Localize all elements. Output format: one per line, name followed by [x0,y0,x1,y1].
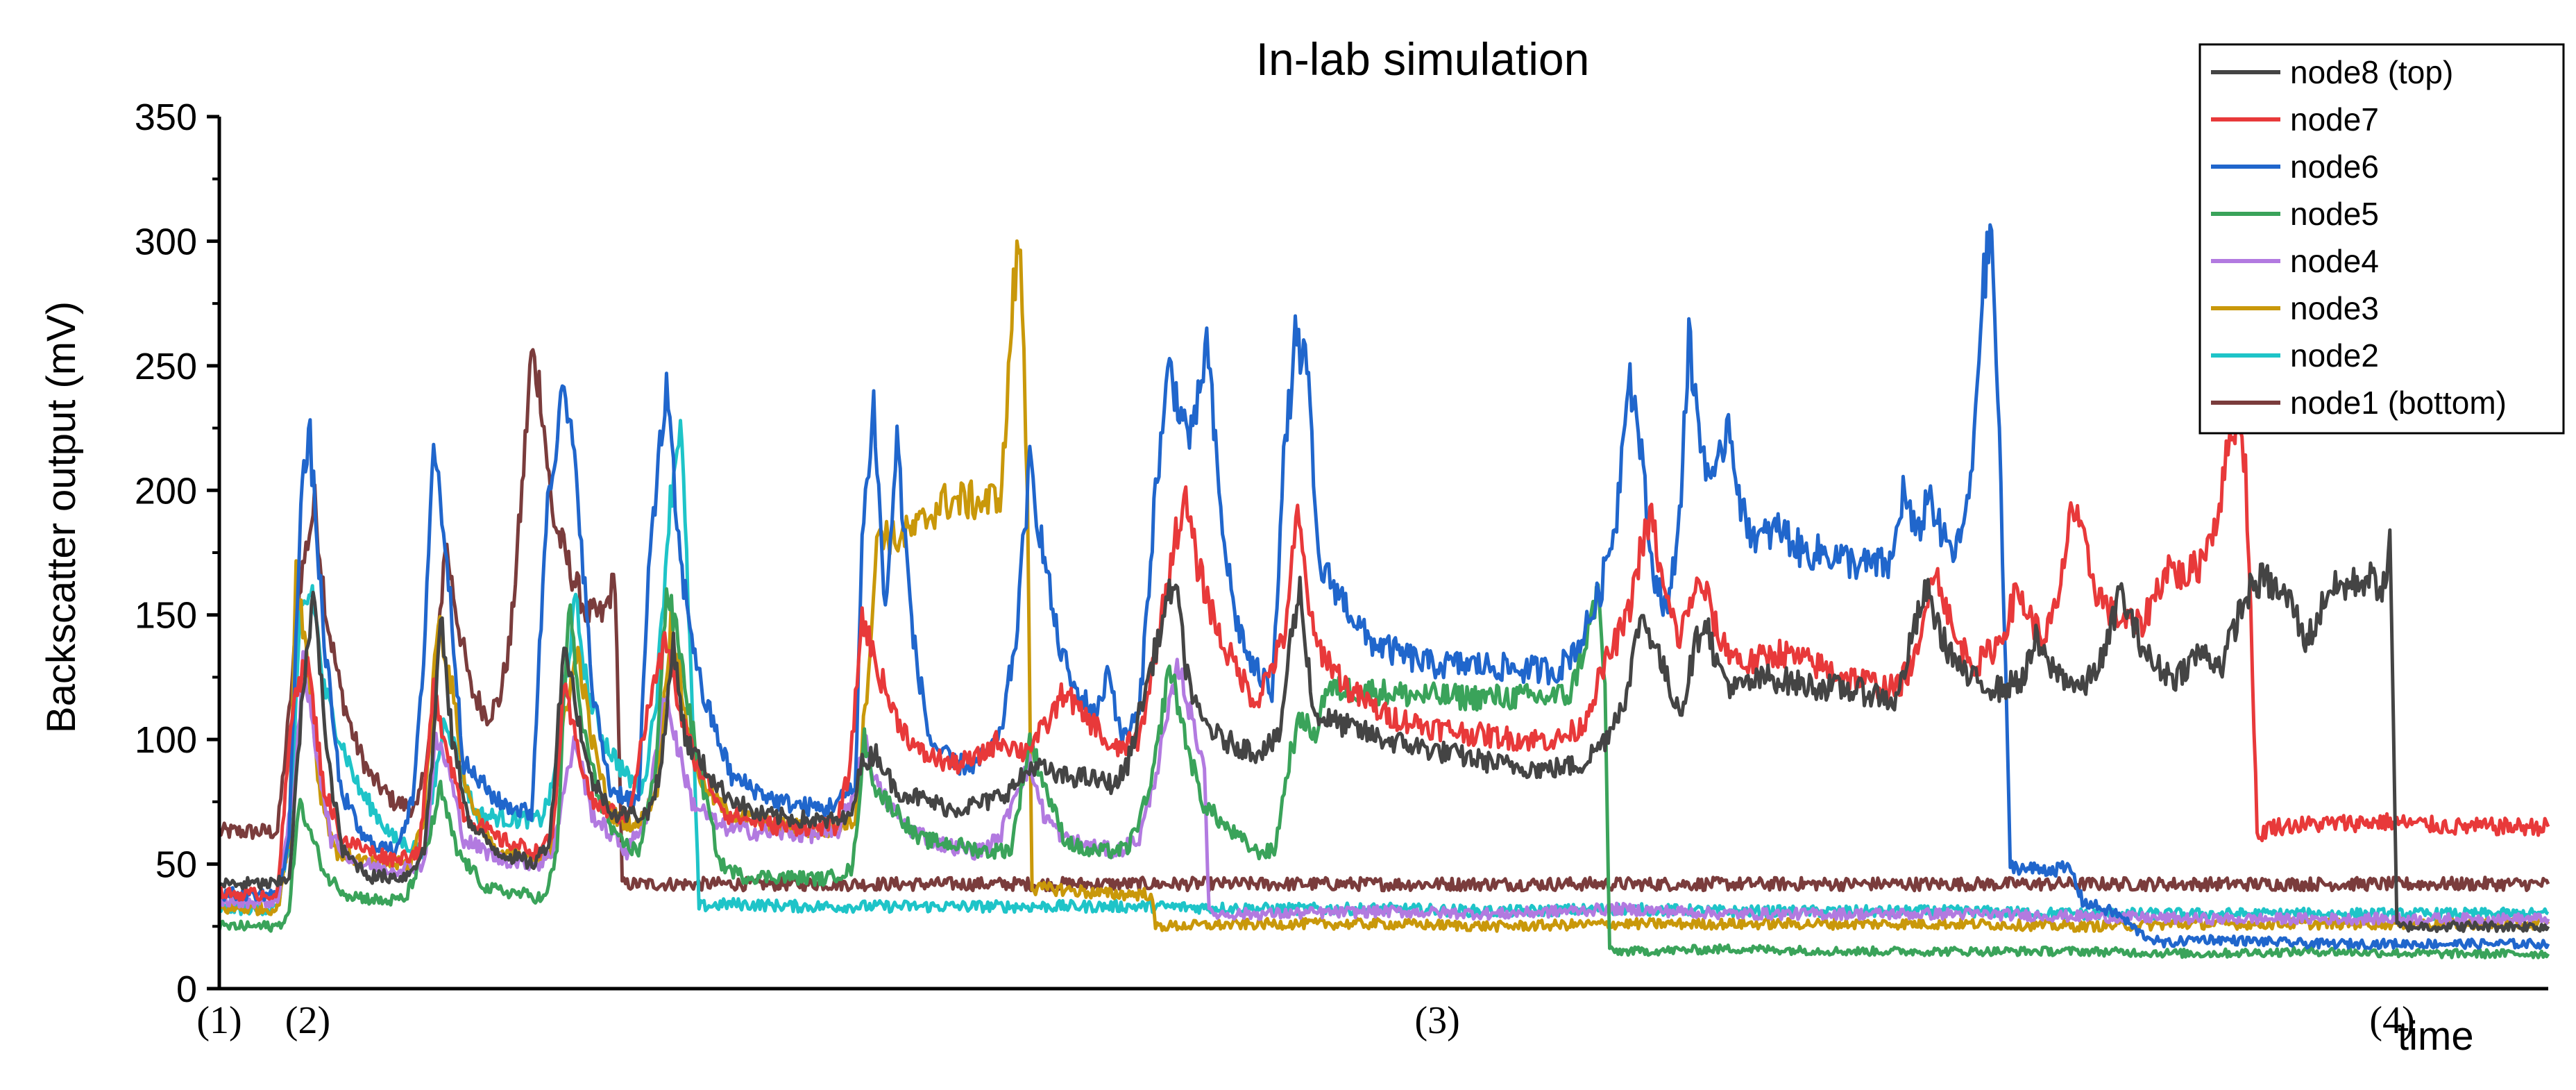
legend-label: node2 [2290,337,2379,374]
series-line-8 [217,348,2550,893]
legend-label: node4 [2290,243,2379,279]
legend-box [2198,43,2565,435]
series-layer [217,223,2550,959]
legend-label: node8 (top) [2290,54,2453,90]
x-markers: (1) (2) (3) (4) [196,999,2414,1042]
x-marker-label: (1) [196,999,242,1042]
y-tick-label: 50 [155,844,197,886]
y-tick-label: 350 [135,97,197,138]
legend-label: node6 [2290,149,2379,185]
y-tick-label: 100 [135,719,197,761]
y-tick-label: 200 [135,470,197,512]
series-line-1 [219,528,2550,933]
x-marker-label: (4) [2369,999,2414,1042]
y-ticks: 0 50 100 150 200 250 300 350 [135,97,219,1010]
x-axis-title: time [2398,1014,2474,1059]
y-tick-label: 0 [176,969,197,1010]
legend-label: node7 [2290,101,2379,137]
series-line-3 [217,223,2550,950]
chart-title: In-lab simulation [1256,33,1590,85]
y-axis-title: Backscatter output (mV) [39,301,84,733]
y-tick-label: 150 [135,595,197,637]
legend: node8 (top) node7 node6 node5 node4 node3 node… [2198,43,2565,435]
x-marker-label: (3) [1414,999,1459,1042]
y-tick-label: 300 [135,221,197,262]
series-line-5 [217,650,2550,926]
x-marker-label: (2) [285,999,330,1042]
series-line-2 [217,401,2550,902]
legend-label: node5 [2290,196,2379,232]
legend-label: node3 [2290,290,2379,326]
y-tick-label: 250 [135,346,197,387]
legend-label: node1 (bottom) [2290,385,2507,421]
